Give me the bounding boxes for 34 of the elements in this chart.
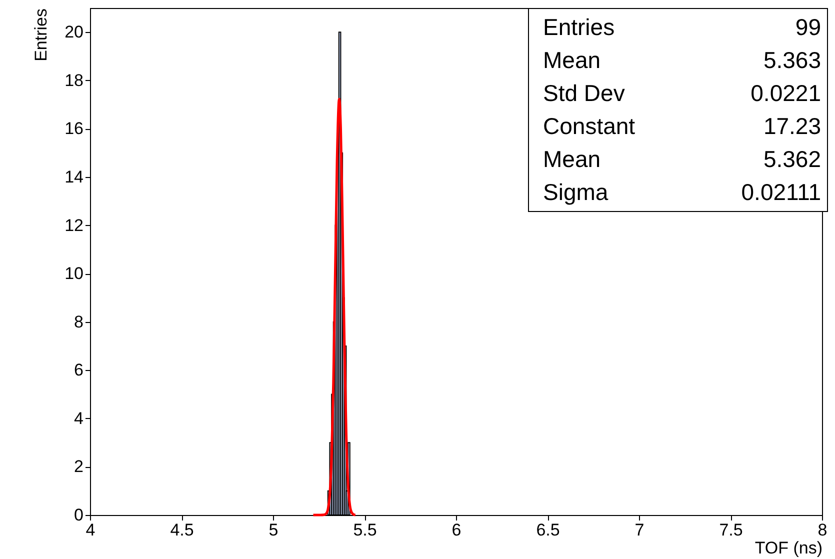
annotation: Mean [543, 46, 601, 75]
annotation: Entries [543, 13, 615, 42]
x-tick-label: 4 [86, 520, 96, 540]
annotation: 0.02111 [741, 178, 821, 207]
annotation: 0.0221 [750, 79, 821, 108]
x-axis-title: TOF (ns) [754, 538, 822, 558]
annotation: 5.363 [763, 46, 821, 75]
annotation: Constant [543, 112, 636, 141]
annotation: 17.23 [763, 112, 821, 141]
y-tick-label: 20 [64, 22, 84, 42]
annotation: Std Dev [543, 79, 625, 108]
x-tick-label: 7 [634, 520, 644, 540]
annotation: 5.362 [763, 145, 821, 174]
y-tick-label: 12 [64, 216, 84, 235]
y-axis-title: Entries [32, 8, 51, 62]
x-tick-label: 6.5 [536, 520, 560, 540]
y-tick-label: 10 [64, 264, 84, 284]
x-tick-label: 8 [818, 520, 828, 540]
y-tick-label: 18 [64, 70, 84, 90]
annotation: Mean [543, 145, 601, 174]
y-tick-label: 2 [74, 457, 84, 476]
annotation: Sigma [543, 178, 608, 207]
y-tick-label: 4 [74, 408, 84, 428]
x-tick-label: 5 [268, 520, 278, 540]
x-tick-label: 7.5 [719, 520, 743, 540]
x-tick-label: 5.5 [353, 520, 377, 540]
y-tick-label: 6 [74, 360, 84, 380]
y-tick-label: 0 [74, 506, 84, 524]
y-tick-label: 8 [74, 312, 84, 332]
y-tick-label: 16 [64, 119, 84, 138]
y-tick-label: 14 [64, 168, 84, 186]
x-tick-label: 4.5 [170, 520, 194, 540]
x-tick-label: 6 [452, 520, 462, 540]
annotation: 99 [795, 13, 821, 42]
